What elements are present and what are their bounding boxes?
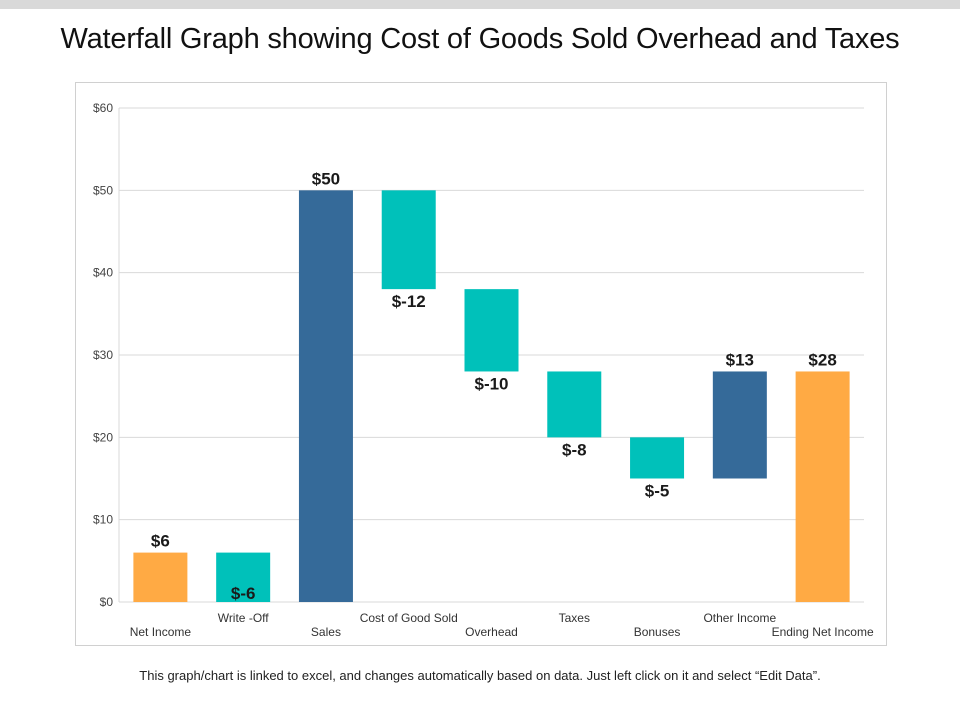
data-label: $-8 — [562, 440, 587, 459]
bar-taxes[interactable] — [547, 371, 602, 438]
data-label: $6 — [151, 532, 170, 551]
bar-write-off[interactable] — [216, 552, 271, 602]
data-label: $-10 — [474, 374, 508, 393]
page-title: Waterfall Graph showing Cost of Goods So… — [60, 23, 900, 55]
data-label: $-12 — [392, 292, 426, 311]
data-label: $13 — [726, 350, 754, 369]
data-label: $-5 — [645, 482, 670, 501]
footnote: This graph/chart is linked to excel, and… — [139, 668, 821, 683]
category-label: Write -Off — [218, 611, 270, 625]
category-label: Net Income — [130, 625, 192, 639]
bar-overhead[interactable] — [464, 289, 519, 372]
data-label: $28 — [808, 350, 836, 369]
y-tick-label: $10 — [93, 513, 113, 527]
category-label: Bonuses — [634, 625, 681, 639]
top-accent-bar — [0, 0, 960, 9]
bar-other-income[interactable] — [712, 371, 767, 479]
y-tick-label: $50 — [93, 183, 113, 197]
y-tick-label: $40 — [93, 266, 113, 280]
category-label: Overhead — [465, 625, 518, 639]
chart-frame[interactable]: $0 $10 $20 $30 $40 $50 $60 $6 Net Income $-6 Write… — [75, 82, 887, 646]
bar-net-income[interactable] — [133, 552, 188, 602]
y-tick-label: $30 — [93, 348, 113, 362]
y-tick-label: $20 — [93, 430, 113, 444]
data-label: $-6 — [231, 584, 256, 603]
bar-cost-of-good-sold[interactable] — [381, 190, 436, 290]
bar-ending-net-income[interactable] — [795, 371, 850, 602]
category-label: Sales — [311, 625, 341, 639]
data-label: $50 — [312, 169, 340, 188]
bar-sales[interactable] — [298, 190, 353, 602]
waterfall-chart: $0 $10 $20 $30 $40 $50 $60 $6 Net Income $-6 Write… — [93, 101, 874, 639]
category-label: Ending Net Income — [772, 625, 874, 639]
category-label: Taxes — [559, 611, 590, 625]
bar-bonuses[interactable] — [630, 437, 685, 479]
category-label: Other Income — [703, 611, 776, 625]
y-tick-label: $60 — [93, 101, 113, 115]
y-tick-label: $0 — [100, 595, 114, 609]
category-label: Cost of Good Sold — [360, 611, 458, 625]
